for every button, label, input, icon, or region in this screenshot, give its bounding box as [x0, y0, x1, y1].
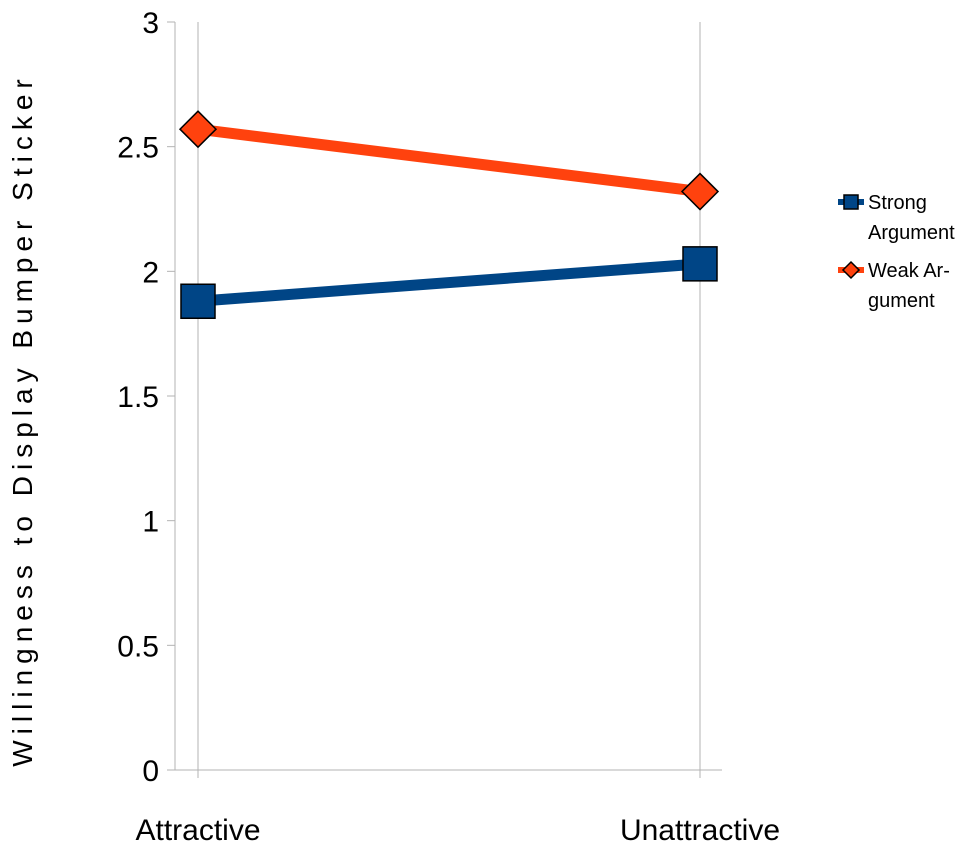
series-strong-argument — [180, 246, 718, 320]
legend: Strong Argument Weak Ar-gument — [838, 192, 955, 312]
series-line — [197, 123, 701, 198]
y-tick-label: 1.5 — [117, 381, 159, 414]
data-point — [178, 110, 218, 149]
y-tick-label: 3 — [142, 7, 159, 40]
series-line — [197, 258, 701, 307]
y-tick-label: 0.5 — [117, 630, 159, 663]
legend-item-weak-argument: Weak Ar-gument — [838, 260, 950, 312]
data-point — [180, 283, 216, 320]
y-tick-labels: 0 0.5 1 1.5 2 2.5 3 — [117, 7, 159, 788]
data-point — [680, 172, 720, 211]
axes — [167, 21, 722, 771]
x-tick-labels: Attractive Unattractive — [135, 814, 780, 846]
y-tick-label: 0 — [142, 755, 159, 788]
legend-label: Weak Ar- — [868, 260, 950, 282]
y-tick-label: 2.5 — [117, 132, 159, 165]
y-tick-label: 2 — [142, 256, 159, 289]
y-tick-label: 1 — [142, 506, 159, 539]
series — [178, 110, 720, 320]
x-tick-label: Attractive — [135, 814, 260, 846]
y-axis-title: Willingness to Display Bumper Sticker — [7, 73, 38, 767]
legend-item-strong-argument: Strong Argument — [838, 192, 955, 244]
legend-label: Argument — [868, 222, 955, 244]
data-point — [682, 246, 718, 282]
x-tick-label: Unattractive — [620, 814, 780, 846]
series-weak-argument — [178, 110, 720, 211]
legend-label: gument — [868, 290, 935, 312]
legend-marker — [843, 194, 859, 210]
legend-label: Strong — [868, 192, 927, 214]
legend-marker — [841, 260, 861, 280]
